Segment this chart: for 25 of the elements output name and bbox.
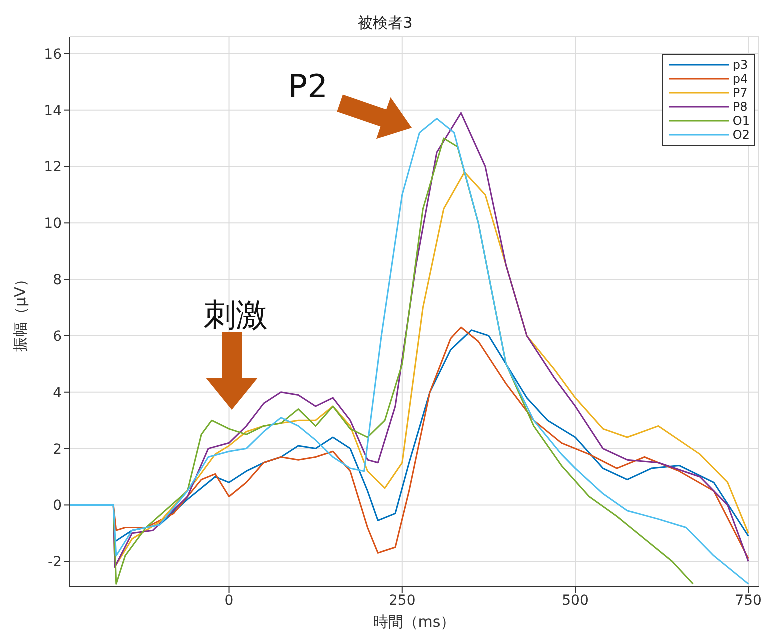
y-tick-label: 0: [53, 498, 62, 514]
annotation: P2: [288, 67, 328, 106]
y-tick-label: 14: [44, 103, 62, 120]
legend-label: O2: [732, 128, 750, 142]
x-tick-label: 500: [562, 592, 589, 609]
y-tick-label: 16: [44, 46, 62, 63]
y-tick-label: 6: [53, 328, 62, 345]
legend-label: p3: [732, 58, 748, 72]
y-tick-label: 2: [53, 442, 62, 458]
x-tick-label: 750: [735, 592, 762, 609]
legend-label: O1: [732, 114, 750, 128]
legend-label: P7: [732, 86, 748, 100]
legend-label: p4: [732, 72, 748, 86]
y-tick-label: -2: [48, 554, 62, 571]
x-tick-label: 0: [224, 592, 234, 609]
chart-title: 被検者3: [357, 14, 414, 33]
y-tick-label: 4: [53, 385, 62, 402]
y-axis-title: 振幅（μV）: [11, 272, 30, 352]
y-tick-label: 8: [53, 272, 62, 289]
legend-label: P8: [732, 100, 748, 114]
y-tick-label: 10: [44, 216, 62, 232]
y-tick-label: 12: [44, 160, 62, 176]
x-axis-title: 時間（ms）: [373, 613, 456, 631]
x-tick-label: 250: [389, 592, 416, 609]
annotation: 刺激: [204, 296, 268, 334]
